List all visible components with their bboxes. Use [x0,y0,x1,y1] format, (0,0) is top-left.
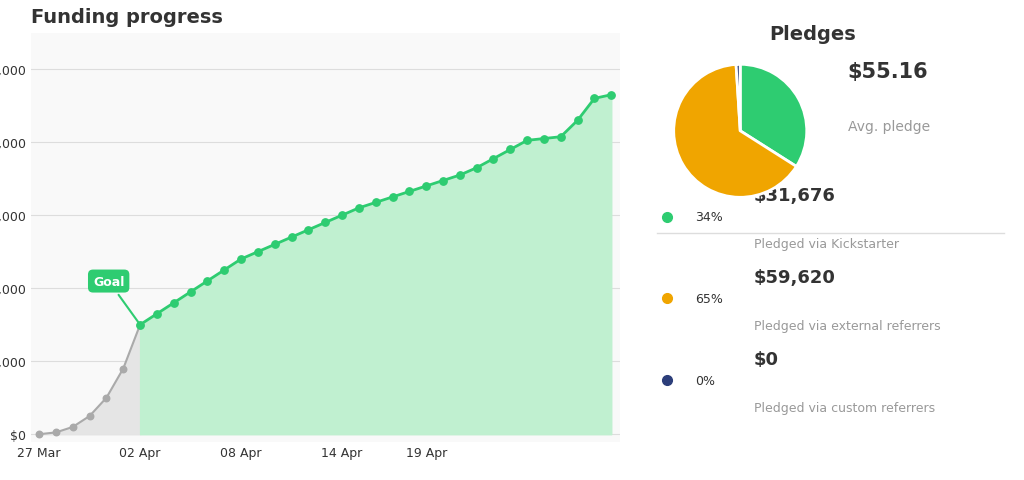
Point [132,321,148,329]
Point [553,133,569,141]
Point [350,204,367,212]
Point [435,177,452,185]
Text: $31,676: $31,676 [754,187,836,204]
Point [132,321,148,329]
Point [250,248,266,256]
Point [368,199,384,207]
Point [401,188,418,196]
Text: 34%: 34% [695,211,723,224]
Text: Pledges: Pledges [770,25,856,45]
Point [148,310,165,318]
Point [115,365,131,372]
Point [519,137,536,145]
Point [586,96,602,103]
Point [485,156,502,163]
Point [284,234,300,241]
Point [98,394,115,402]
Text: Funding progress: Funding progress [31,8,222,26]
Text: Avg. pledge: Avg. pledge [848,119,930,133]
Text: 0%: 0% [695,374,715,387]
Text: Pledged via custom referrers: Pledged via custom referrers [754,401,935,414]
Point [603,92,620,99]
Point [182,288,199,296]
Point [452,172,468,180]
Point [82,412,98,420]
Point [468,165,484,172]
Point [502,146,518,154]
Point [384,194,400,202]
Point [65,423,81,431]
Text: 65%: 65% [695,292,723,305]
Point [317,219,334,227]
Point [166,300,182,307]
Text: $55.16: $55.16 [848,62,928,82]
Text: $0: $0 [754,350,779,368]
Point [300,227,316,234]
Point [418,183,434,191]
Point [536,135,552,143]
Point [569,117,586,125]
Point [48,429,65,436]
Text: Pledged via external referrers: Pledged via external referrers [754,319,941,332]
Text: Pledged via Kickstarter: Pledged via Kickstarter [754,238,899,251]
Point [200,277,216,285]
Point [334,212,350,219]
Text: $59,620: $59,620 [754,268,836,286]
Point [31,431,47,438]
Point [216,266,232,274]
Text: Goal: Goal [93,275,138,323]
Point [266,241,283,249]
Point [232,256,249,264]
